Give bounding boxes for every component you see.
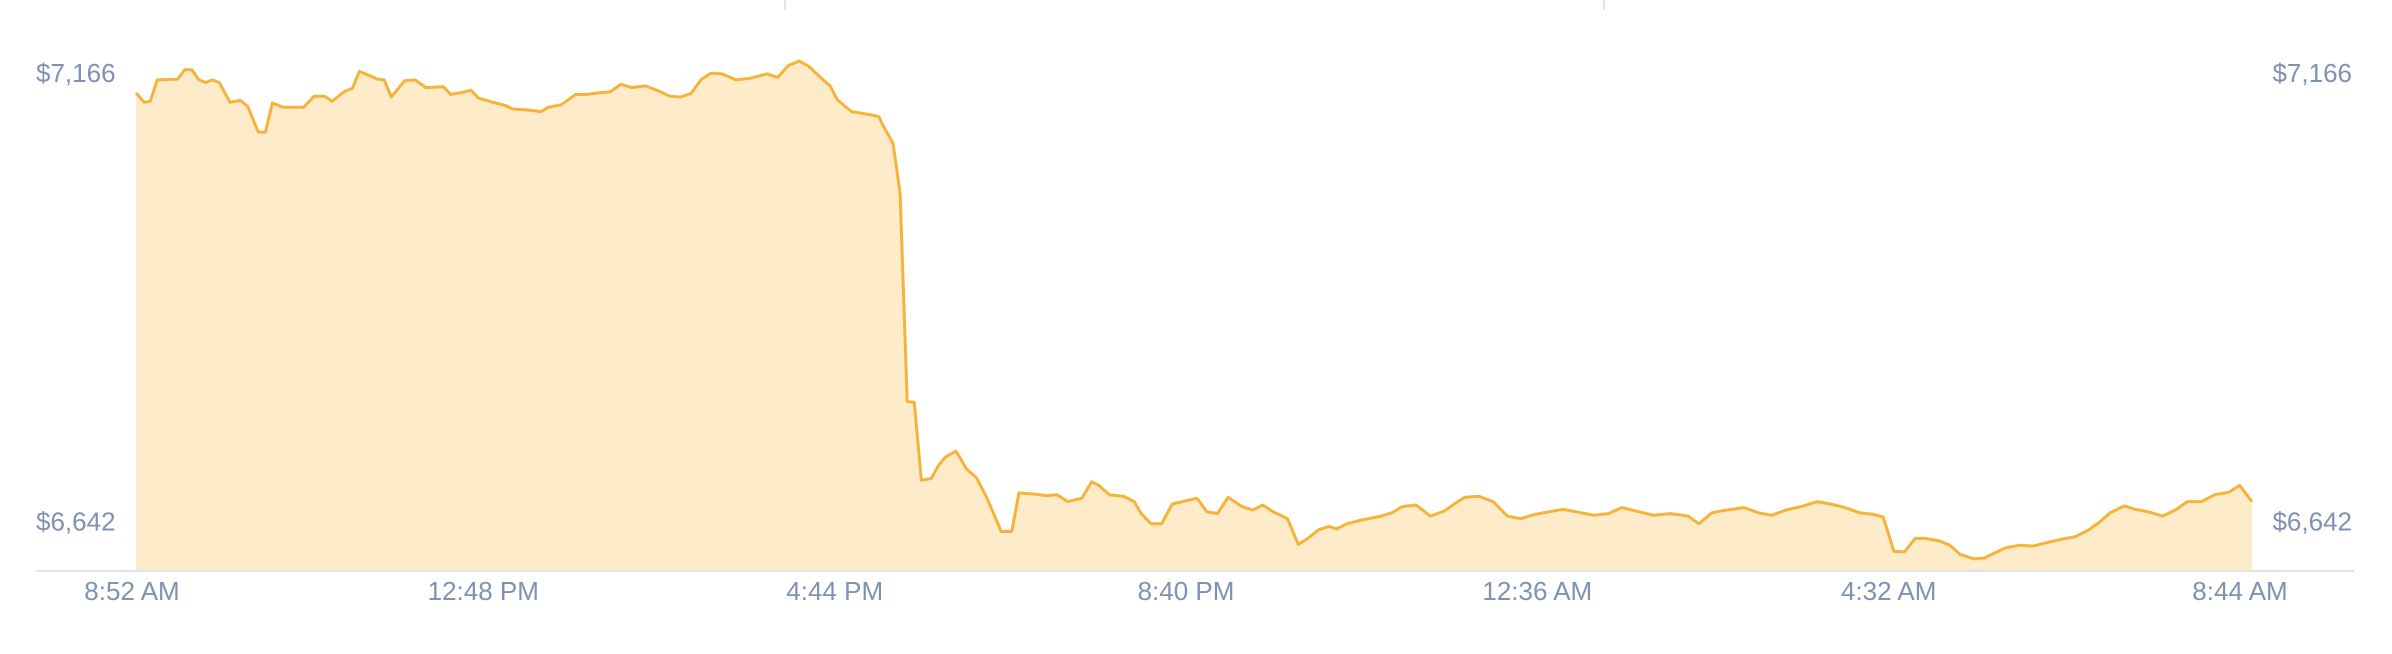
x-tick-label: 12:48 PM <box>428 576 539 606</box>
y-tick-label-left: $7,166 <box>36 58 116 88</box>
y-tick-label-left: $6,642 <box>36 506 116 536</box>
x-tick-label: 8:40 PM <box>1138 576 1235 606</box>
x-tick-label: 4:44 PM <box>786 576 883 606</box>
price-series-line <box>134 59 2254 561</box>
x-tick-label: 8:44 AM <box>2192 576 2287 606</box>
x-tick-label: 12:36 AM <box>1482 576 1592 606</box>
x-tick-label: 4:32 AM <box>1841 576 1936 606</box>
price-area-fill <box>136 61 2252 570</box>
y-tick-label-right: $7,166 <box>2272 58 2352 88</box>
x-tick-label: 8:52 AM <box>84 576 179 606</box>
y-tick-label-right: $6,642 <box>2272 506 2352 536</box>
